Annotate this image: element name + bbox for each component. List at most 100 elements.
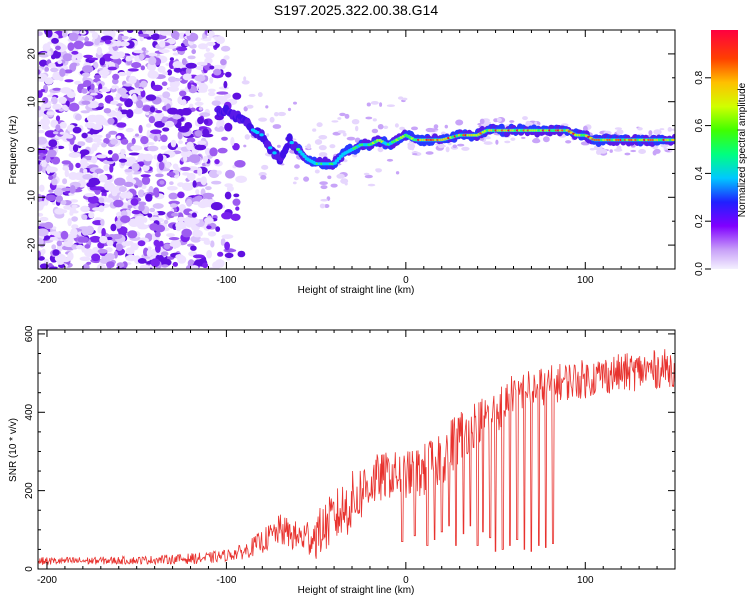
spectrogram-noise-blob (181, 107, 192, 116)
spectrogram-noise-blob (157, 153, 164, 163)
spectrogram-noise-blob (337, 117, 342, 120)
spectrogram-noise-blob (398, 96, 404, 100)
spectrogram-noise-blob (104, 253, 116, 261)
spectrogram-noise-blob (163, 243, 171, 250)
spectrogram-noise-blob (43, 221, 54, 230)
spectrogram-noise-blob (98, 174, 108, 183)
spectrogram-noise-blob (187, 55, 196, 60)
spectrogram-xtick-label: 100 (577, 275, 594, 286)
spectrogram-noise-blob (187, 82, 192, 90)
spectrogram-noise-blob (116, 103, 123, 107)
spectrogram-noise-blob (659, 128, 665, 131)
spectrogram-noise-blob (214, 259, 225, 268)
spectrogram-noise-blob (96, 264, 106, 269)
spectrogram-noise-blob (107, 117, 115, 125)
spectrogram-noise-blob (120, 192, 130, 199)
spectrogram-noise-blob (194, 130, 203, 137)
spectrogram-noise-blob (172, 261, 178, 267)
colorbar-tick-label: 0.6 (694, 118, 705, 132)
spectrogram-noise-blob (38, 136, 47, 145)
spectrogram-noise-blob (125, 127, 134, 133)
spectrogram-noise-blob (143, 153, 154, 162)
colorbar-label: Normalized spectral amplitude (737, 82, 748, 217)
spectrogram-noise-blob (162, 127, 170, 132)
spectrogram-noise-blob (71, 62, 78, 67)
spectrogram-noise-blob (149, 207, 156, 213)
spectrogram-noise-blob (92, 137, 102, 143)
spectrogram-noise-blob (39, 59, 48, 67)
spectrogram-noise-blob (131, 93, 137, 103)
spectrogram-noise-blob (169, 181, 174, 186)
spectrogram-noise-blob (232, 143, 240, 151)
spectrogram-noise-blob (221, 136, 228, 141)
spectrogram-noise-blob (319, 203, 326, 209)
spectrogram-noise-blob (212, 64, 223, 70)
spectrogram-noise-blob (175, 254, 184, 260)
spectrogram-noise-blob (137, 258, 147, 264)
spectrogram-noise-blob (168, 237, 180, 241)
spectrogram-noise-blob (510, 137, 516, 141)
spectrogram-noise-blob (141, 47, 147, 52)
spectrogram-noise-blob (99, 235, 108, 244)
spectrogram-noise-blob (149, 106, 156, 113)
spectrogram-noise-blob (46, 111, 56, 116)
spectrogram-noise-blob (44, 126, 51, 130)
spectrogram-noise-blob (75, 162, 81, 169)
spectrogram-noise-blob (145, 94, 157, 101)
spectrogram-noise-blob (48, 62, 56, 68)
spectrogram-noise-blob (69, 185, 76, 194)
spectrogram-noise-blob (448, 142, 452, 146)
spectrogram-noise-blob (202, 192, 215, 199)
spectrogram-noise-blob (624, 152, 631, 156)
spectrogram-noise-blob (370, 101, 379, 105)
spectrogram-noise-blob (336, 173, 345, 179)
snr-ytick-label: 600 (24, 325, 35, 342)
spectrogram-noise-blob (50, 67, 59, 73)
spectrogram-noise-blob (72, 144, 79, 153)
spectrogram-noise-blob (67, 42, 75, 51)
spectrogram-xtick-label: -100 (216, 275, 236, 286)
spectrogram-noise-blob (71, 216, 78, 222)
spectrogram-noise-blob (329, 144, 336, 149)
spectrogram-noise-blob (38, 203, 44, 211)
spectrogram-noise-blob (218, 126, 225, 132)
spectrogram-noise-blob (48, 266, 60, 269)
spectrogram-noise-blob (352, 153, 358, 158)
spectrogram-noise-blob (206, 225, 212, 230)
spectrogram-noise-blob (346, 136, 356, 141)
spectrogram-noise-blob (131, 137, 136, 145)
spectrogram-noise-blob (86, 261, 92, 265)
spectrogram-noise-blob (190, 235, 202, 243)
spectrogram-noise-blob (312, 128, 317, 132)
spectrogram-noise-blob (90, 134, 99, 138)
spectrogram-noise-blob (115, 30, 125, 33)
spectrogram-noise-blob (260, 175, 267, 180)
spectrogram-noise-blob (269, 116, 275, 123)
spectrogram-noise-blob (160, 145, 168, 150)
spectrogram-noise-blob (78, 226, 91, 230)
spectrogram-noise-blob (57, 65, 69, 70)
spectrogram-noise-blob (103, 108, 112, 114)
spectrogram-noise-blob (89, 235, 102, 243)
spectrogram-noise-blob (159, 40, 166, 48)
spectrogram-noise-blob (293, 176, 299, 181)
spectrogram-noise-blob (38, 90, 43, 98)
spectrogram-noise-blob (145, 112, 150, 116)
spectrogram-xtick-label: 0 (403, 275, 409, 286)
spectrogram-noise-blob (42, 159, 47, 168)
spectrogram-noise-blob (120, 215, 131, 223)
spectrogram-noise-blob (150, 256, 156, 260)
spectrogram-noise-blob (123, 83, 133, 87)
spectrogram-noise-blob (81, 214, 88, 221)
spectrogram-noise-blob (62, 53, 73, 62)
spectrogram-noise-blob (111, 153, 119, 162)
spectrogram-noise-blob (180, 166, 191, 171)
spectrogram-noise-blob (68, 152, 81, 158)
spectrogram-noise-blob (131, 210, 141, 215)
spectrogram-noise-blob (220, 238, 226, 245)
spectrogram-noise-blob (438, 144, 446, 148)
spectrogram-noise-blob (71, 204, 78, 209)
spectrogram-noise-blob (230, 213, 241, 221)
spectrogram-noise-blob (77, 141, 86, 147)
spectrogram-noise-blob (51, 178, 58, 186)
